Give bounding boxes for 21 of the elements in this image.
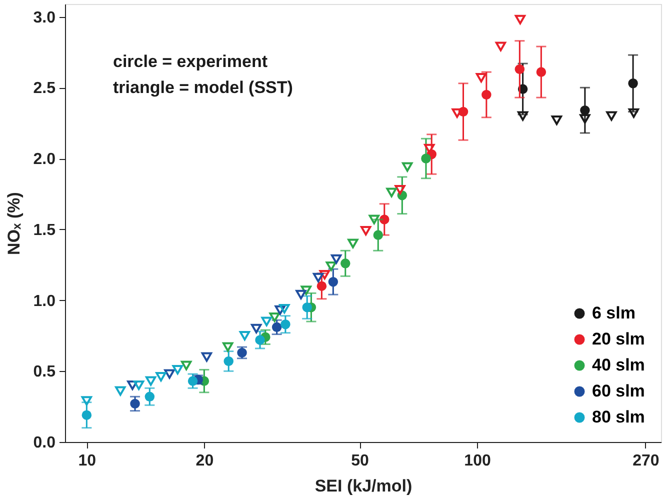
x-tick-label: 10 bbox=[78, 452, 96, 470]
y-tick-label: 3.0 bbox=[33, 9, 56, 26]
legend-label: 80 slm bbox=[592, 408, 645, 426]
legend-label: 60 slm bbox=[592, 382, 645, 400]
y-tick-label: 2.0 bbox=[33, 151, 56, 168]
x-tick-label: 20 bbox=[196, 452, 214, 470]
x-tick-label: 270 bbox=[632, 452, 660, 470]
legend-label: 6 slm bbox=[592, 304, 636, 322]
y-tick-label: 1.0 bbox=[33, 292, 56, 310]
x-tick-label: 100 bbox=[464, 452, 491, 470]
legend-label: 20 slm bbox=[592, 330, 645, 348]
x-axis-title: SEI (kJ/mol) bbox=[314, 476, 412, 496]
y-tick-label: 0.0 bbox=[33, 434, 56, 452]
annotation: triangle = model (SST) bbox=[113, 78, 293, 97]
annotation: circle = experiment bbox=[113, 52, 268, 71]
y-tick-label: 1.5 bbox=[33, 222, 56, 239]
y-tick-label: 0.5 bbox=[33, 364, 56, 381]
x-tick-label: 50 bbox=[351, 452, 370, 470]
legend-label: 40 slm bbox=[592, 356, 645, 374]
y-tick-label: 2.5 bbox=[33, 80, 56, 98]
y-axis-title: NOₓ (%) bbox=[4, 192, 24, 255]
